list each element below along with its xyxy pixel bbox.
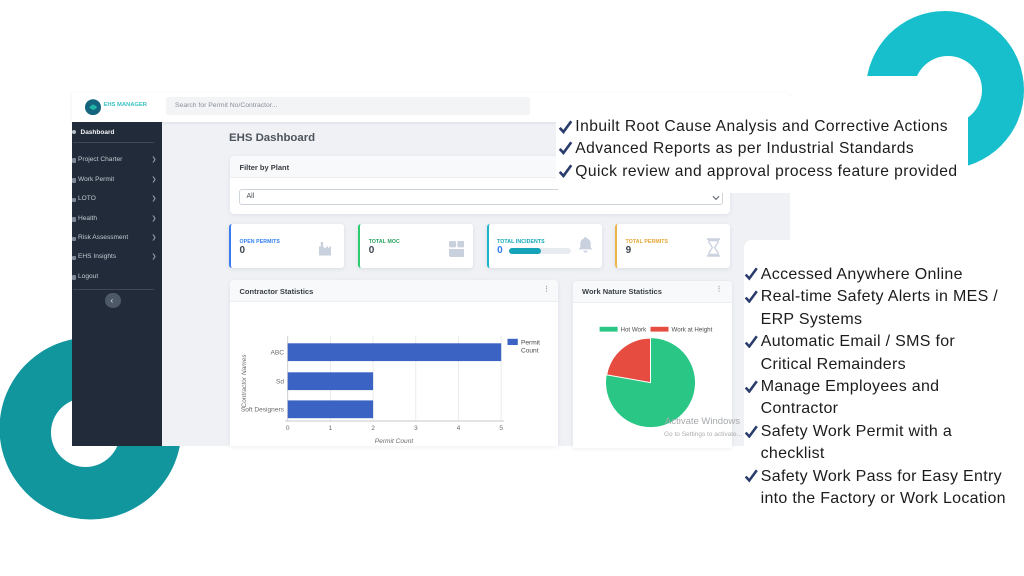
svg-text:Soft Designers: Soft Designers (240, 406, 284, 413)
svg-text:4: 4 (456, 424, 460, 431)
svg-text:5: 5 (499, 424, 503, 431)
svg-text:3: 3 (414, 424, 418, 431)
svg-text:Permit Count: Permit Count (374, 437, 414, 444)
svg-text:1: 1 (328, 424, 332, 431)
svg-text:Sd: Sd (276, 378, 284, 385)
svg-text:2: 2 (371, 424, 375, 431)
svg-text:Contractor Names: Contractor Names (241, 353, 248, 407)
svg-text:Hot Work: Hot Work (621, 326, 648, 333)
svg-text:0: 0 (285, 424, 289, 431)
svg-text:Permit: Permit (521, 339, 540, 346)
svg-text:Work at Height: Work at Height (672, 326, 713, 333)
svg-text:Count: Count (521, 347, 539, 354)
svg-text:ABC: ABC (270, 349, 284, 356)
